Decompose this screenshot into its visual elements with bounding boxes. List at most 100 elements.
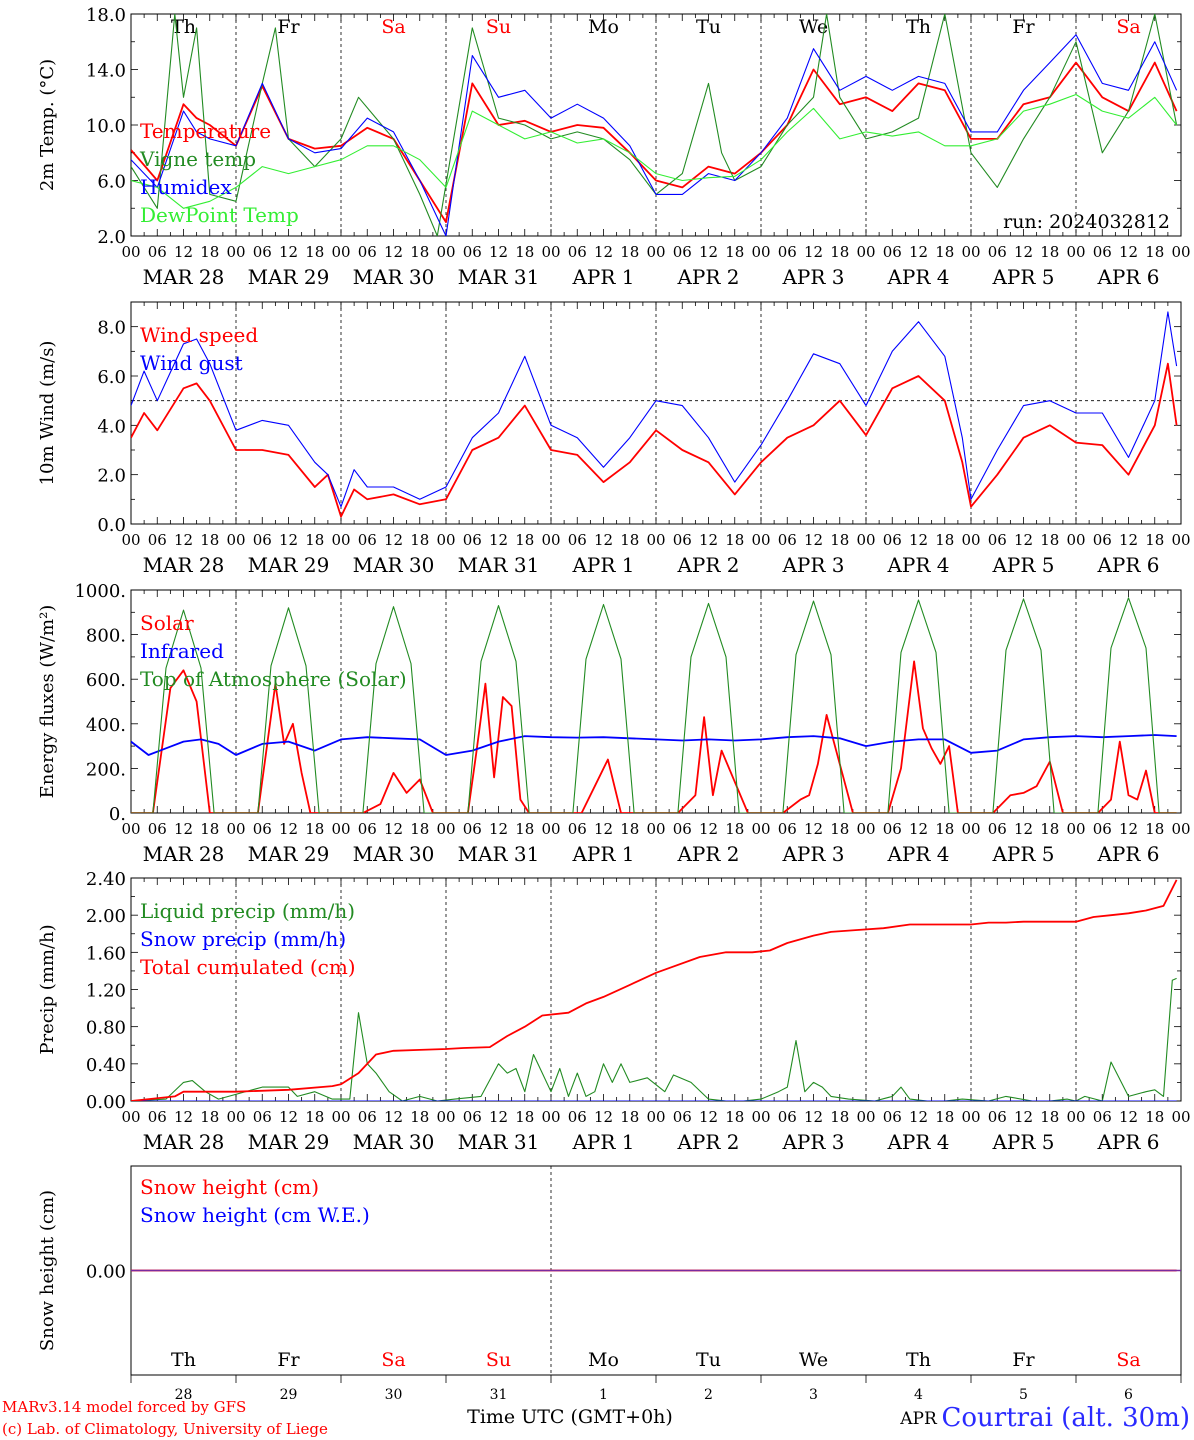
date-label: APR 1 <box>571 842 634 866</box>
date-label: APR 3 <box>781 265 844 289</box>
hour-tick-label: 06 <box>358 1108 377 1126</box>
hour-tick-label: 18 <box>515 820 534 838</box>
hour-tick-label: 06 <box>673 1108 692 1126</box>
y-tick-label: 14.0 <box>86 61 126 82</box>
hour-tick-label: 18 <box>620 1108 639 1126</box>
y-tick-label: 4.0 <box>97 416 126 437</box>
series-line <box>131 14 1178 236</box>
hour-tick-label: 00 <box>331 1108 350 1126</box>
hour-tick-label: 06 <box>253 1108 272 1126</box>
hour-tick-label: 18 <box>410 531 429 549</box>
hour-tick-label: 00 <box>1066 820 1085 838</box>
date-label: APR 2 <box>676 1130 739 1154</box>
hour-tick-label: 18 <box>305 1108 324 1126</box>
day-number: 4 <box>914 1387 923 1403</box>
series-line <box>131 61 1178 224</box>
series-line <box>131 977 1177 1101</box>
hour-tick-label: 06 <box>253 820 272 838</box>
legend-entry: Infrared <box>140 639 224 663</box>
date-label: MAR 31 <box>458 1130 540 1154</box>
hour-tick-label: 12 <box>384 531 403 549</box>
legend-entry: Snow height (cm W.E.) <box>140 1203 370 1227</box>
hour-tick-label: 00 <box>541 1108 560 1126</box>
y-tick-label: 400. <box>86 715 126 736</box>
hour-tick-label: 12 <box>1119 820 1138 838</box>
date-label: MAR 28 <box>143 1130 225 1154</box>
day-number: 29 <box>280 1387 298 1403</box>
date-label: APR 6 <box>1096 1130 1159 1154</box>
hour-tick-label: 18 <box>1040 1108 1059 1126</box>
hour-tick-label: 18 <box>830 1108 849 1126</box>
hour-tick-label: 12 <box>1119 1108 1138 1126</box>
hour-tick-label: 06 <box>148 243 167 261</box>
hour-tick-label: 12 <box>279 1108 298 1126</box>
hour-tick-label: 12 <box>804 531 823 549</box>
date-label: MAR 31 <box>458 553 540 577</box>
y-tick-label: 600. <box>86 670 126 691</box>
date-label: MAR 30 <box>353 842 435 866</box>
y-axis-label: Snow height (cm) <box>37 1190 58 1351</box>
hour-tick-label: 12 <box>909 243 928 261</box>
hour-tick-label: 18 <box>935 531 954 549</box>
date-label: APR 4 <box>886 842 949 866</box>
panel-snow: 0.00 Snow height (cm) Snow height (cm) Snow… <box>37 1165 1182 1429</box>
hour-tick-label: 06 <box>673 243 692 261</box>
hour-tick-label: 12 <box>909 1108 928 1126</box>
hour-tick-label: 06 <box>358 243 377 261</box>
hour-tick-label: 12 <box>489 243 508 261</box>
hour-tick-label: 06 <box>673 820 692 838</box>
hour-tick-label: 00 <box>541 243 560 261</box>
hour-tick-label: 18 <box>1145 820 1164 838</box>
hour-tick-label: 18 <box>410 1108 429 1126</box>
date-label: MAR 30 <box>353 1130 435 1154</box>
y-tick-label: 800. <box>86 626 126 647</box>
hour-tick-label: 00 <box>121 243 140 261</box>
hour-tick-label: 12 <box>279 243 298 261</box>
run-annotation: run: 2024032812 <box>1003 211 1170 233</box>
hour-tick-label: 06 <box>568 820 587 838</box>
hour-tick-label: 00 <box>226 820 245 838</box>
hour-tick-label: 00 <box>121 531 140 549</box>
day-name: Sa <box>1116 1349 1140 1371</box>
hour-tick-label: 18 <box>620 243 639 261</box>
hour-tick-label: 18 <box>725 820 744 838</box>
hour-tick-label: 00 <box>1066 243 1085 261</box>
hour-tick-label: 12 <box>174 820 193 838</box>
date-label: APR 6 <box>1096 553 1159 577</box>
day-number: 2 <box>704 1387 713 1403</box>
credit-line-1: MARv3.14 model forced by GFS <box>2 1398 246 1416</box>
hour-tick-label: 18 <box>620 820 639 838</box>
hour-tick-label: 12 <box>699 820 718 838</box>
legend-entry: Temperature <box>140 119 271 143</box>
hour-tick-label: 00 <box>961 531 980 549</box>
day-name: Fr <box>277 1349 300 1371</box>
date-label: APR 2 <box>676 842 739 866</box>
y-tick-label: 18.0 <box>86 5 126 26</box>
date-label: APR 3 <box>781 553 844 577</box>
hour-tick-label: 00 <box>646 531 665 549</box>
panel-energy: 0. 200. 400. 600. 800. 1000. Energy fluxes (W/… <box>37 581 1191 866</box>
date-label: APR 3 <box>781 842 844 866</box>
x-axis-title: Time UTC (GMT+0h) <box>467 1406 673 1428</box>
day-number: 28 <box>175 1387 193 1403</box>
hour-tick-label: 12 <box>699 243 718 261</box>
hour-tick-label: 18 <box>935 820 954 838</box>
hour-tick-label: 12 <box>594 1108 613 1126</box>
date-label: MAR 28 <box>143 265 225 289</box>
hour-tick-label: 12 <box>279 820 298 838</box>
hour-tick-label: 00 <box>961 1108 980 1126</box>
hour-tick-label: 00 <box>436 820 455 838</box>
hour-tick-label: 00 <box>226 1108 245 1126</box>
y-axis-label: 10m Wind (m/s) <box>37 341 58 486</box>
y-tick-label: 1.20 <box>86 981 126 1002</box>
hour-tick-label: 18 <box>725 1108 744 1126</box>
hour-tick-label: 18 <box>935 1108 954 1126</box>
station-label: Courtrai (alt. 30m) <box>942 1403 1191 1433</box>
hour-tick-label: 06 <box>883 1108 902 1126</box>
hour-tick-label: 06 <box>463 531 482 549</box>
date-label: APR 5 <box>991 265 1054 289</box>
date-label: APR 6 <box>1096 265 1159 289</box>
hour-tick-label: 00 <box>1171 243 1190 261</box>
date-label: APR 5 <box>991 1130 1054 1154</box>
